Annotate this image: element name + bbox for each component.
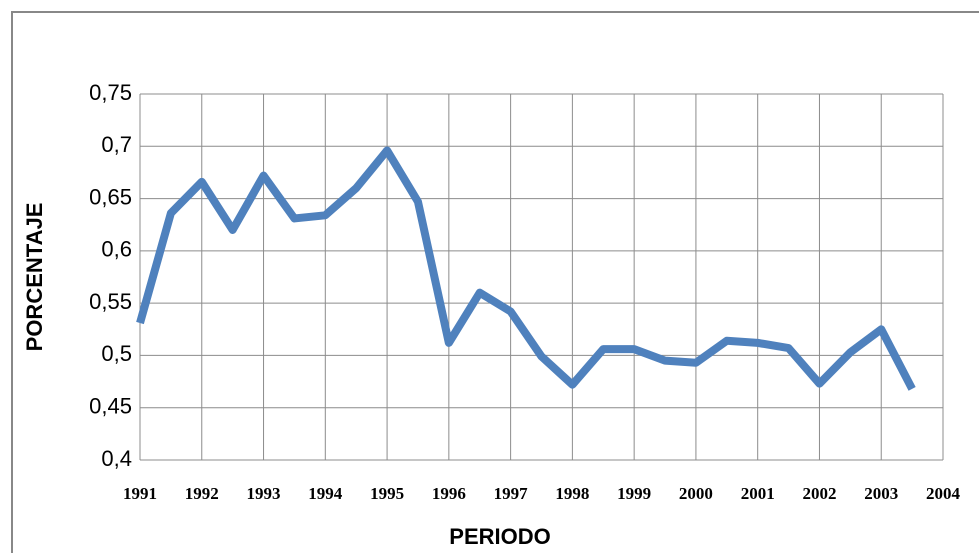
x-tick-label: 1992	[185, 484, 219, 503]
x-tick-label: 2002	[802, 484, 836, 503]
y-tick-label: 0,55	[89, 289, 132, 314]
x-tick-label: 1996	[432, 484, 466, 503]
x-tick-label: 2000	[679, 484, 713, 503]
x-tick-label: 1997	[494, 484, 529, 503]
y-tick-label: 0,45	[89, 394, 132, 419]
x-tick-label: 1995	[370, 484, 404, 503]
y-tick-label: 0,6	[101, 237, 132, 262]
x-tick-label: 1998	[555, 484, 589, 503]
y-axis-label: PORCENTAJE	[22, 203, 47, 352]
x-tick-label: 1993	[247, 484, 281, 503]
y-tick-label: 0,7	[101, 132, 132, 157]
x-tick-label: 2004	[926, 484, 961, 503]
data-line	[136, 146, 916, 391]
x-tick-label: 1991	[123, 484, 157, 503]
y-tick-label: 0,5	[101, 341, 132, 366]
chart-frame	[11, 11, 979, 553]
y-tick-label: 0,65	[89, 184, 132, 209]
y-tick-label: 0,4	[101, 446, 132, 471]
x-axis-label: PERIODO	[449, 524, 550, 549]
x-tick-label: 2001	[741, 484, 775, 503]
x-tick-label: 1994	[308, 484, 343, 503]
y-tick-label: 0,75	[89, 80, 132, 105]
x-tick-label: 2003	[864, 484, 898, 503]
x-tick-label: 1999	[617, 484, 651, 503]
